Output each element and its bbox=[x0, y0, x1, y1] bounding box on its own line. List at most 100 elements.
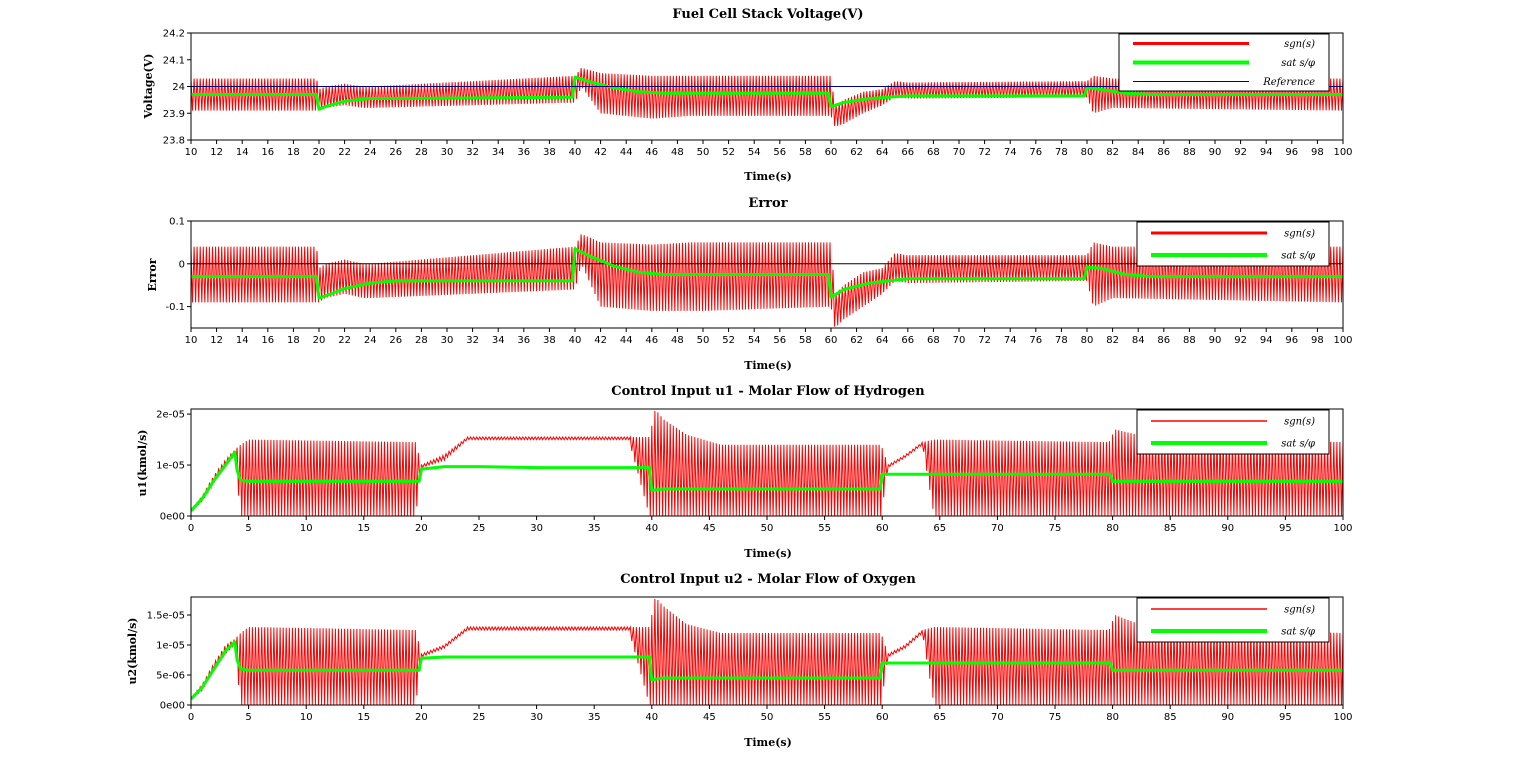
voltage-x-tick-label: 42 bbox=[594, 147, 607, 158]
u2-legend-label-sgn: sgn(s) bbox=[1284, 605, 1315, 616]
u1-x-tick-label: 5 bbox=[245, 523, 251, 534]
voltage-x-tick-label: 52 bbox=[722, 147, 735, 158]
voltage-x-tick-label: 100 bbox=[1333, 147, 1352, 158]
u2-x-tick-label: 0 bbox=[188, 712, 194, 723]
error-x-tick-label: 66 bbox=[901, 335, 914, 346]
u2-x-tick-label: 70 bbox=[991, 712, 1004, 723]
voltage-legend-label-reference: Reference bbox=[1262, 77, 1315, 88]
voltage-x-tick-label: 76 bbox=[1029, 147, 1042, 158]
voltage-sat-line bbox=[191, 75, 1343, 111]
error-legend-label-sat: sat s/φ bbox=[1281, 251, 1315, 262]
u2-plot-title: Control Input u2 - Molar Flow of Oxygen bbox=[620, 572, 916, 587]
u2-x-tick-label: 20 bbox=[415, 712, 428, 723]
voltage-y-tick-label: 24.2 bbox=[163, 29, 185, 40]
u2-x-tick-label: 95 bbox=[1279, 712, 1292, 723]
u1-x-tick-label: 85 bbox=[1164, 523, 1177, 534]
voltage-x-tick-label: 22 bbox=[338, 147, 351, 158]
voltage-x-tick-label: 38 bbox=[543, 147, 556, 158]
voltage-y-axis-label: Voltage(V) bbox=[142, 54, 155, 120]
voltage-x-tick-label: 28 bbox=[415, 147, 428, 158]
voltage-x-tick-label: 68 bbox=[927, 147, 940, 158]
error-x-tick-label: 96 bbox=[1285, 335, 1298, 346]
error-x-tick-label: 86 bbox=[1157, 335, 1170, 346]
voltage-x-tick-label: 92 bbox=[1234, 147, 1247, 158]
error-x-tick-label: 74 bbox=[1004, 335, 1017, 346]
error-x-tick-label: 44 bbox=[620, 335, 633, 346]
u1-x-tick-label: 30 bbox=[530, 523, 543, 534]
u2-x-tick-label: 65 bbox=[933, 712, 946, 723]
error-x-tick-label: 98 bbox=[1311, 335, 1324, 346]
error-y-tick-label: -0.1 bbox=[165, 302, 185, 313]
voltage-x-tick-label: 78 bbox=[1055, 147, 1068, 158]
u2-x-tick-label: 40 bbox=[645, 712, 658, 723]
error-x-tick-label: 70 bbox=[953, 335, 966, 346]
u2-legend: sgn(s) sat s/φ bbox=[1136, 597, 1330, 643]
voltage-x-tick-label: 82 bbox=[1106, 147, 1119, 158]
error-x-tick-label: 90 bbox=[1209, 335, 1222, 346]
u1-x-tick-label: 95 bbox=[1279, 523, 1292, 534]
error-x-axis-label: Time(s) bbox=[744, 359, 792, 372]
u1-x-tick-label: 70 bbox=[991, 523, 1004, 534]
error-x-tick-label: 26 bbox=[389, 335, 402, 346]
u2-x-tick-label: 50 bbox=[761, 712, 774, 723]
voltage-x-tick-label: 90 bbox=[1209, 147, 1222, 158]
voltage-x-tick-label: 98 bbox=[1311, 147, 1324, 158]
error-y-tick-label: 0 bbox=[179, 259, 185, 270]
voltage-x-tick-label: 72 bbox=[978, 147, 991, 158]
error-x-tick-label: 68 bbox=[927, 335, 940, 346]
error-x-tick-label: 48 bbox=[671, 335, 684, 346]
error-x-tick-label: 60 bbox=[825, 335, 838, 346]
voltage-legend: sgn(s) sat s/φ Reference bbox=[1118, 33, 1330, 92]
voltage-x-tick-label: 20 bbox=[313, 147, 326, 158]
voltage-x-axis-label: Time(s) bbox=[744, 170, 792, 183]
u1-x-tick-label: 50 bbox=[761, 523, 774, 534]
u2-y-axis-label: u2(kmol/s) bbox=[126, 617, 139, 684]
u1-x-tick-label: 55 bbox=[818, 523, 831, 534]
error-x-tick-label: 42 bbox=[594, 335, 607, 346]
voltage-x-tick-label: 96 bbox=[1285, 147, 1298, 158]
error-plot-title: Error bbox=[748, 196, 787, 211]
u1-legend: sgn(s) sat s/φ bbox=[1136, 409, 1330, 455]
voltage-x-tick-label: 30 bbox=[441, 147, 454, 158]
voltage-x-tick-label: 54 bbox=[748, 147, 761, 158]
error-sgn-line bbox=[191, 234, 1343, 327]
u2-y-tick-label: 1.5e-05 bbox=[147, 611, 185, 622]
error-x-tick-label: 56 bbox=[773, 335, 786, 346]
u1-x-tick-label: 20 bbox=[415, 523, 428, 534]
error-y-axis-label: Error bbox=[146, 258, 159, 291]
voltage-x-tick-label: 14 bbox=[236, 147, 249, 158]
voltage-sgn-series bbox=[191, 68, 1343, 126]
error-x-tick-label: 30 bbox=[441, 335, 454, 346]
voltage-x-tick-label: 44 bbox=[620, 147, 633, 158]
voltage-sgn-line bbox=[191, 68, 1343, 126]
u1-x-tick-label: 25 bbox=[473, 523, 486, 534]
u1-x-tick-label: 15 bbox=[357, 523, 370, 534]
error-legend-label-sgn: sgn(s) bbox=[1284, 229, 1315, 240]
error-x-tick-label: 64 bbox=[876, 335, 889, 346]
u1-x-tick-label: 10 bbox=[300, 523, 313, 534]
error-x-tick-label: 82 bbox=[1106, 335, 1119, 346]
u2-x-tick-label: 55 bbox=[818, 712, 831, 723]
error-x-tick-label: 32 bbox=[466, 335, 479, 346]
error-x-tick-label: 24 bbox=[364, 335, 377, 346]
error-x-tick-label: 28 bbox=[415, 335, 428, 346]
error-x-tick-label: 40 bbox=[569, 335, 582, 346]
voltage-x-tick-label: 48 bbox=[671, 147, 684, 158]
error-x-tick-label: 84 bbox=[1132, 335, 1145, 346]
u1-plot-title: Control Input u1 - Molar Flow of Hydroge… bbox=[611, 384, 925, 399]
u2-x-tick-label: 5 bbox=[245, 712, 251, 723]
voltage-x-tick-label: 24 bbox=[364, 147, 377, 158]
voltage-x-tick-label: 84 bbox=[1132, 147, 1145, 158]
error-x-tick-label: 52 bbox=[722, 335, 735, 346]
u1-legend-label-sat: sat s/φ bbox=[1281, 439, 1315, 450]
error-legend: sgn(s) sat s/φ bbox=[1136, 221, 1330, 267]
u2-x-tick-label: 15 bbox=[357, 712, 370, 723]
error-axes-frame bbox=[190, 220, 1344, 329]
u1-x-tick-label: 60 bbox=[876, 523, 889, 534]
u2-legend-label-sat: sat s/φ bbox=[1281, 627, 1315, 638]
u1-x-tick-label: 40 bbox=[645, 523, 658, 534]
u1-x-tick-label: 35 bbox=[588, 523, 601, 534]
error-x-tick-label: 12 bbox=[210, 335, 223, 346]
error-x-tick-label: 78 bbox=[1055, 335, 1068, 346]
error-x-tick-label: 20 bbox=[313, 335, 326, 346]
